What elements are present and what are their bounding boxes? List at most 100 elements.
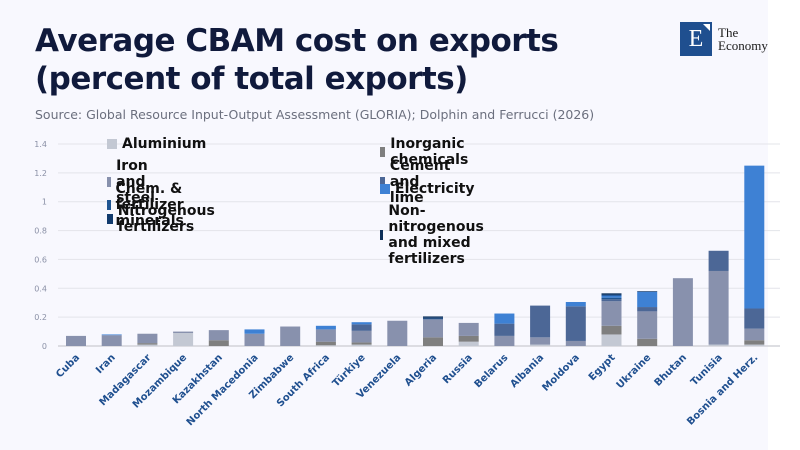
bar-segment [637,291,658,292]
legend-label: Non-nitrogenous and mixed fertilizers [388,203,484,267]
bar-segment [601,295,622,298]
y-tick-label: 1.2 [34,169,47,178]
bar-segment [101,335,122,346]
bar-segment [173,331,194,334]
bar-segment [637,338,658,346]
x-tick-label: Egypt [587,352,618,383]
the-economy-logo[interactable]: E The Economy [680,22,768,56]
bar-segment [315,325,336,330]
bar-segment [315,341,336,346]
bar-stack [101,334,122,346]
bar-segment [744,340,765,345]
bar-segment [137,333,158,344]
legend-swatch-icon [107,139,117,149]
bar-segment [387,320,408,346]
x-tick-label: Iran [94,352,118,376]
bar-segment [672,278,693,346]
x-tick-label: Bosnia and Herz. [685,352,760,427]
bar-segment [458,335,479,342]
bar-stack [137,333,158,346]
bar-segment [601,294,622,296]
y-tick-label: 1 [42,198,47,207]
bar-segment [744,308,765,329]
legend-label: Aluminium [122,136,207,152]
bar-stack [458,322,479,346]
legend-swatch-icon [380,177,385,187]
legend-label: Inorganic chemicals [390,136,469,168]
y-axis-ticks: 0 0.2 0.4 0.6 0.8 1 1.2 1.4 [34,140,47,351]
y-tick-label: 0.2 [34,313,47,322]
bar-stack [672,278,693,346]
bar-stack [244,329,265,346]
bar-segment [494,313,515,324]
bar-segment [744,344,765,346]
bar-segment [351,330,372,343]
bar-segment [423,319,443,338]
bar-segment [744,165,765,309]
bar-segment [708,270,729,345]
logo-text: The Economy [718,26,768,52]
bar-stack [637,291,658,346]
legend-swatch-icon [107,214,113,224]
bar-segment [351,322,372,325]
legend-item[interactable]: Electricity [380,181,474,197]
legend-item[interactable]: Chem. & fertilizer minerals [107,181,190,229]
bar-stack [530,305,551,346]
legend-item[interactable]: Iron and steel [107,158,161,206]
bar-stack [423,316,443,346]
x-tick-label: Russia [441,352,475,386]
bar-segment [244,333,265,346]
logo-text-line1: The [718,25,739,40]
x-tick-label: Moldova [541,352,582,393]
bar-stack [66,335,86,346]
bar-segment [708,250,729,271]
bar-segment [530,305,551,338]
logo-text-line2: Economy [718,38,768,53]
legend-item[interactable]: Cement and lime [380,158,456,206]
x-tick-label: Tunisia [689,352,725,388]
bar-segment [66,335,86,346]
bar-segment [601,299,622,302]
bar-segment [315,329,336,342]
x-tick-label: Belarus [473,352,511,390]
x-tick-label: Ukraine [615,352,654,391]
x-tick-label: Bhutan [653,352,689,388]
legend-item[interactable]: Nitrogenous fertilizers [107,203,219,235]
bar-stack [208,330,229,346]
bar-segment [565,301,586,307]
bar-stack [494,313,515,346]
legend-item[interactable]: Aluminium [107,136,206,152]
legend-swatch-icon [107,177,112,187]
bar-segment [601,297,622,300]
bar-segment [601,301,622,326]
y-tick-label: 1.4 [34,140,47,149]
legend-label: Nitrogenous fertilizers [117,203,215,235]
bar-segment [494,335,515,346]
bar-segment [458,322,479,336]
bar-segment [208,330,229,341]
bar-segment [351,344,372,346]
bar-segment [173,333,194,346]
bar-segment [137,344,158,346]
legend-label: Electricity [395,181,475,197]
bar-segment [423,318,443,320]
bar-segment [315,345,336,346]
bar-segment [601,293,622,295]
bar-stack [565,301,586,346]
legend-swatch-icon [380,230,384,240]
bar-segment [744,328,765,341]
y-tick-label: 0.4 [34,284,47,293]
bar-stack [351,322,372,346]
bar-segment [637,307,658,312]
x-tick-label: Cuba [54,352,82,380]
bar-segment [530,344,551,346]
legend-swatch-icon [380,147,386,157]
legend-item[interactable]: Inorganic chemicals [380,136,473,168]
legend-item[interactable]: Non-nitrogenous and mixed fertilizers [380,203,490,267]
bar-segment [458,341,479,346]
bar-segment [244,329,265,334]
bar-segment [208,340,229,346]
bar-stack [601,293,622,346]
bars [66,165,765,346]
